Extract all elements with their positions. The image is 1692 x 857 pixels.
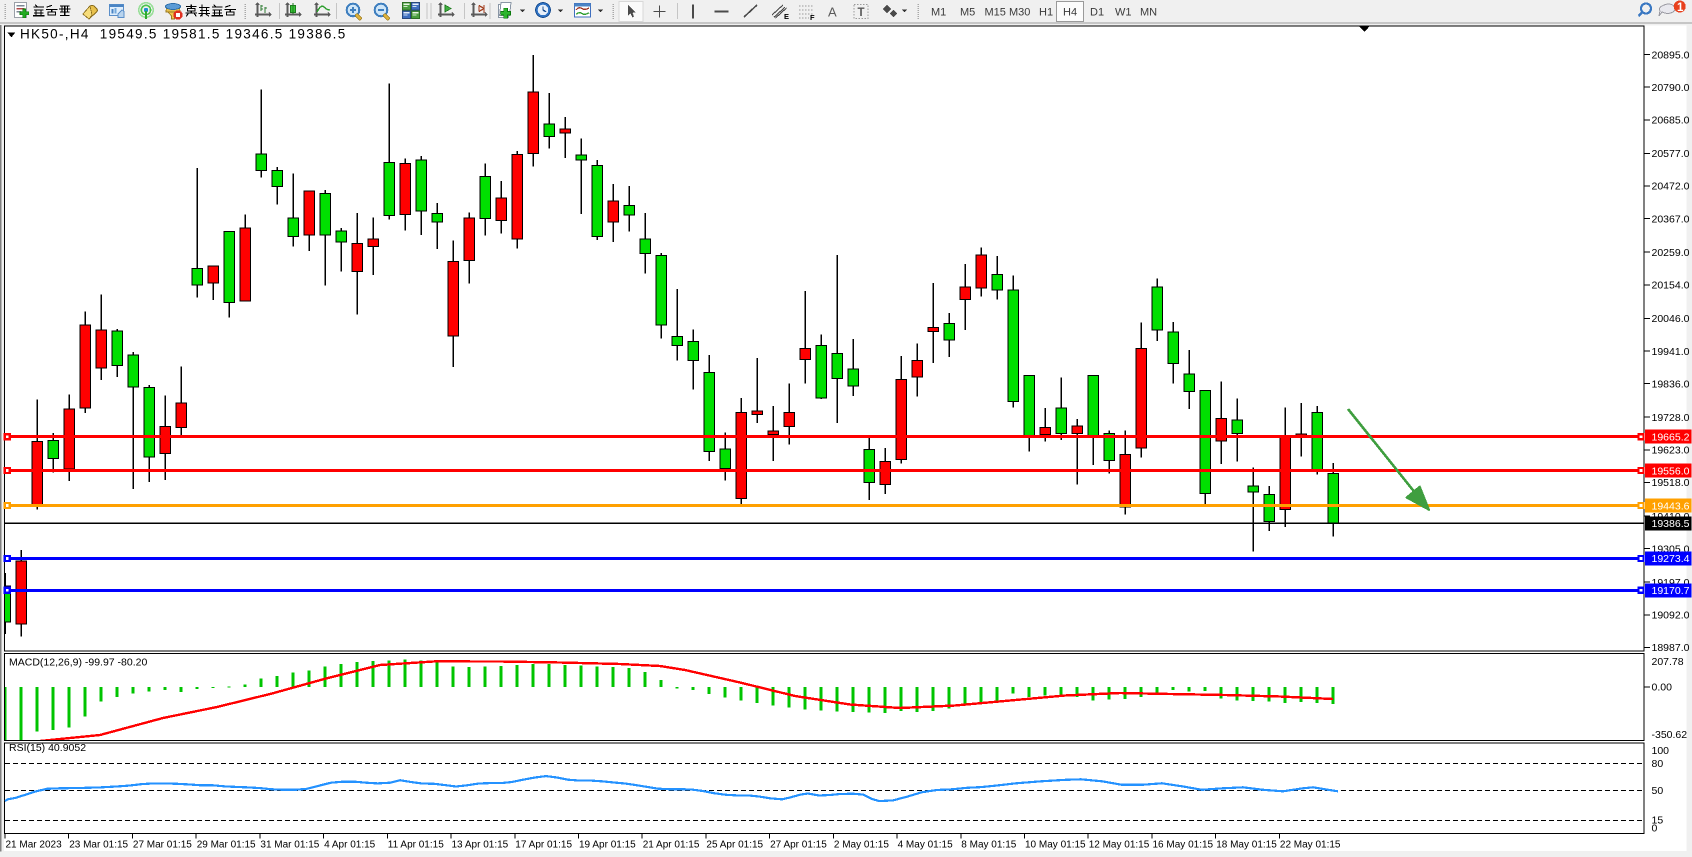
svg-text:25 Apr 01:15: 25 Apr 01:15 [706, 840, 763, 851]
svg-text:23 Mar 01:15: 23 Mar 01:15 [69, 840, 128, 851]
svg-text:20577.0: 20577.0 [1652, 148, 1690, 160]
svg-text:19728.0: 19728.0 [1652, 412, 1690, 424]
svg-text:10 May 01:15: 10 May 01:15 [1025, 840, 1086, 851]
svg-text:27 Mar 01:15: 27 Mar 01:15 [133, 840, 192, 851]
svg-text:207.78: 207.78 [1652, 656, 1684, 668]
svg-text:19386.5: 19386.5 [1652, 518, 1690, 530]
svg-text:16 May 01:15: 16 May 01:15 [1153, 840, 1214, 851]
svg-text:20259.0: 20259.0 [1652, 247, 1690, 259]
svg-text:17 Apr 01:15: 17 Apr 01:15 [515, 840, 572, 851]
svg-text:4 May 01:15: 4 May 01:15 [898, 840, 953, 851]
svg-text:0.00: 0.00 [1652, 682, 1673, 694]
svg-text:20895.0: 20895.0 [1652, 49, 1690, 61]
svg-text:MACD(12,26,9) -99.97 -80.20: MACD(12,26,9) -99.97 -80.20 [9, 657, 147, 669]
svg-text:29 Mar 01:15: 29 Mar 01:15 [197, 840, 256, 851]
svg-text:19443.6: 19443.6 [1652, 500, 1690, 512]
svg-text:M5: M5 [960, 7, 975, 19]
svg-text:19665.2: 19665.2 [1652, 432, 1690, 444]
svg-text:T: T [858, 7, 865, 19]
svg-text:M15: M15 [985, 7, 1006, 19]
svg-text:18 May 01:15: 18 May 01:15 [1216, 840, 1277, 851]
svg-text:4 Apr 01:15: 4 Apr 01:15 [324, 840, 376, 851]
svg-text:E: E [784, 12, 789, 21]
svg-text:13 Apr 01:15: 13 Apr 01:15 [452, 840, 509, 851]
svg-text:2 May 01:15: 2 May 01:15 [834, 840, 889, 851]
svg-text:19170.7: 19170.7 [1652, 585, 1690, 597]
svg-text:20154.0: 20154.0 [1652, 280, 1690, 292]
svg-text:31 Mar 01:15: 31 Mar 01:15 [260, 840, 319, 851]
svg-text:12 May 01:15: 12 May 01:15 [1089, 840, 1150, 851]
svg-text:A: A [828, 5, 837, 20]
svg-text:50: 50 [1652, 785, 1664, 797]
svg-text:19941.0: 19941.0 [1652, 346, 1690, 358]
svg-text:19836.0: 19836.0 [1652, 378, 1690, 390]
svg-text:F: F [810, 13, 815, 22]
svg-text:H4: H4 [1063, 7, 1077, 19]
svg-text:27 Apr 01:15: 27 Apr 01:15 [770, 840, 827, 851]
svg-text:21 Apr 01:15: 21 Apr 01:15 [643, 840, 700, 851]
svg-text:18987.0: 18987.0 [1652, 642, 1690, 654]
svg-text:19 Apr 01:15: 19 Apr 01:15 [579, 840, 636, 851]
svg-text:M1: M1 [931, 7, 946, 19]
svg-text:15: 15 [1652, 815, 1664, 827]
svg-text:8 May 01:15: 8 May 01:15 [961, 840, 1016, 851]
svg-text:22 May 01:15: 22 May 01:15 [1280, 840, 1341, 851]
svg-text:19623.0: 19623.0 [1652, 445, 1690, 457]
svg-text:HK50-,H4 19549.5 19581.5 1934: HK50-,H4 19549.5 19581.5 19346.5 19386.5 [20, 27, 347, 42]
svg-text:19092.0: 19092.0 [1652, 610, 1690, 622]
svg-text:1: 1 [1677, 2, 1684, 14]
svg-text:11 Apr 01:15: 11 Apr 01:15 [388, 840, 444, 851]
svg-text:-350.62: -350.62 [1652, 729, 1688, 741]
svg-text:20685.0: 20685.0 [1652, 115, 1690, 127]
svg-text:M30: M30 [1009, 7, 1030, 19]
svg-text:20790.0: 20790.0 [1652, 82, 1690, 94]
svg-text:20472.0: 20472.0 [1652, 181, 1690, 193]
svg-text:19273.4: 19273.4 [1652, 553, 1690, 565]
svg-text:19518.0: 19518.0 [1652, 477, 1690, 489]
svg-text:W1: W1 [1115, 7, 1132, 19]
svg-text:0: 0 [1652, 823, 1658, 835]
svg-text:20046.0: 20046.0 [1652, 313, 1690, 325]
svg-text:RSI(15) 40.9052: RSI(15) 40.9052 [9, 742, 86, 754]
svg-text:100: 100 [1652, 745, 1670, 757]
svg-text:80: 80 [1652, 758, 1664, 770]
svg-text:21 Mar 2023: 21 Mar 2023 [6, 840, 63, 851]
svg-text:20367.0: 20367.0 [1652, 213, 1690, 225]
svg-text:D1: D1 [1090, 7, 1104, 19]
svg-text:MN: MN [1140, 7, 1157, 19]
svg-text:H1: H1 [1039, 7, 1053, 19]
svg-text:19556.0: 19556.0 [1652, 465, 1690, 477]
